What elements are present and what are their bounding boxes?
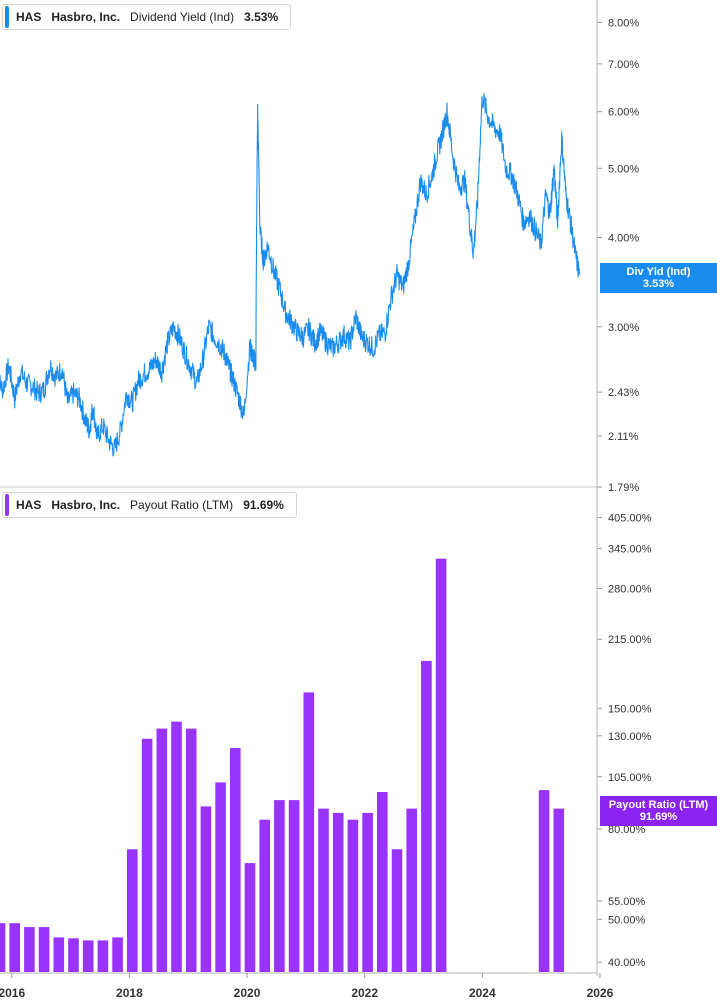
x-tick-label: 2024 [469,986,496,1000]
y-tick-label: 4.00% [608,233,639,245]
y-tick-label: 345.00% [608,543,652,555]
x-tick-label: 2022 [351,986,378,1000]
payout-ratio-bar [391,849,403,972]
dividend-yield-last-value-badge: Div Yld (Ind) 3.53% [600,263,717,293]
payout-ratio-bar [112,937,123,972]
payout-ratio-bar [215,782,226,972]
legend-ticker: HAS [16,10,42,24]
payout-ratio-bar [9,923,20,972]
payout-ratio-bar [230,748,241,972]
payout-ratio-bar [377,792,388,972]
payout-ratio-bar [347,819,359,972]
y-tick-label: 2.43% [608,387,639,399]
legend-metric: Dividend Yield (Ind) [130,10,235,24]
payout-ratio-bar [303,692,315,972]
payout-ratio-bar [24,927,35,972]
y-tick-label: 215.00% [608,634,652,646]
y-tick-label: 50.00% [608,914,646,926]
payout-ratio-legend-swatch [5,494,9,516]
payout-ratio-bar [141,738,153,972]
legend-company: Hasbro, Inc. [51,498,121,512]
x-tick-label: 2020 [234,986,261,1000]
x-tick-label: 2016 [0,986,25,1000]
y-tick-label: 7.00% [608,59,639,71]
y-tick-label: 80.00% [608,824,646,836]
y-tick-label: 40.00% [608,957,646,969]
payout-ratio-bar [68,938,79,972]
payout-ratio-bar [127,849,138,972]
legend-value: 3.53% [244,10,279,24]
payout-ratio-bar [274,800,285,972]
payout-ratio-bar [171,721,182,972]
payout-ratio-bar [53,937,65,972]
legend-company: Hasbro, Inc. [51,10,121,24]
payout-ratio-bar [435,558,447,972]
y-tick-label: 8.00% [608,17,639,29]
payout-ratio-bar [185,728,197,972]
y-tick-label: 5.00% [608,163,639,175]
y-tick-label: 3.00% [608,322,639,334]
time-x-axis: 2016 2018 2020 2022 2024 2026 [0,972,614,1000]
dividend-yield-y-axis: 8.00% 7.00% 6.00% 5.00% 4.00% 3.00% 2.43% 2.11%… [597,17,639,494]
legend-metric: Payout Ratio (LTM) [130,498,234,512]
x-tick-label: 2018 [116,986,143,1000]
badge-label: Div Yld (Ind) [626,266,691,278]
badge-value: 91.69% [639,811,678,823]
payout-ratio-legend[interactable]: HAS Hasbro, Inc. Payout Ratio (LTM) 91.6… [2,492,297,518]
y-tick-label: 1.79% [608,482,639,494]
y-tick-label: 405.00% [608,513,652,525]
payout-ratio-bar [200,806,212,972]
y-tick-label: 130.00% [608,731,652,743]
payout-ratio-bar [97,940,109,972]
y-tick-label: 6.00% [608,107,639,119]
dividend-yield-series-path [0,92,580,457]
y-tick-label: 150.00% [608,703,652,715]
badge-value: 3.53% [642,278,675,290]
y-tick-label: 55.00% [608,896,646,908]
payout-ratio-bar [332,812,344,972]
badge-label: Payout Ratio (LTM) [608,799,709,811]
payout-ratio-bar [421,660,432,972]
y-tick-label: 105.00% [608,772,652,784]
x-tick-label: 2026 [587,986,614,1000]
payout-ratio-bar [406,808,417,972]
payout-ratio-bar [82,940,94,972]
payout-ratio-bar [0,923,6,972]
legend-value: 91.69% [243,498,284,512]
payout-ratio-bar [244,863,256,972]
payout-ratio-bar [156,728,168,972]
dividend-yield-legend-swatch [5,6,9,28]
payout-ratio-bar [553,808,565,972]
payout-ratio-bar [38,927,50,972]
y-tick-label: 280.00% [608,583,652,595]
payout-ratio-y-axis: 405.00% 345.00% 280.00% 215.00% 150.00% 130.0… [597,513,652,969]
payout-ratio-bar [318,808,329,972]
payout-ratio-bars [0,558,565,972]
dividend-yield-line [0,92,580,457]
y-tick-label: 2.11% [608,431,639,443]
dividend-yield-legend[interactable]: HAS Hasbro, Inc. Dividend Yield (Ind) 3.… [2,4,292,30]
payout-ratio-bar [288,800,300,972]
payout-ratio-bar [362,812,373,972]
payout-ratio-last-value-badge: Payout Ratio (LTM) 91.69% [600,796,717,826]
legend-ticker: HAS [16,498,42,512]
payout-ratio-bar [259,819,270,972]
payout-ratio-bar [538,790,550,972]
